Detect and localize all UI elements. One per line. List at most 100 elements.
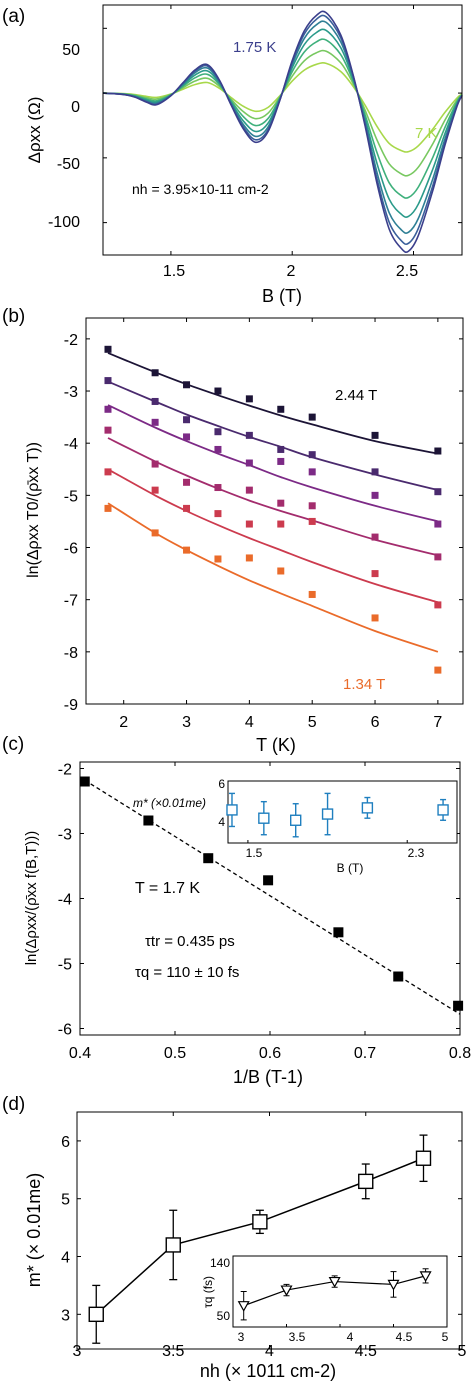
b-point [214, 510, 222, 518]
d-inset-ytick-140: 140 [210, 1256, 230, 1270]
b-point [277, 520, 285, 528]
a-curve-series-2 [102, 38, 463, 199]
a-xtick-2: 2 [287, 263, 296, 280]
c-point [333, 927, 344, 938]
c-inset-point [321, 808, 334, 820]
b-point [371, 570, 379, 578]
b-point [371, 491, 379, 499]
a-label-7K: 7 K [415, 125, 438, 142]
panel-a: (a) 50 0 -50 -100 1.5 2 2.5 B (T) Δρxx (… [2, 4, 463, 306]
b-point [434, 553, 442, 561]
c-ytick-label: -4 [58, 892, 72, 909]
b-ytick-label: -8 [64, 645, 78, 662]
c-inset-data [226, 792, 449, 843]
c-point [143, 815, 154, 826]
d-inset-point [237, 1301, 250, 1312]
c-inset-xtick-2.3: 2.3 [408, 846, 425, 860]
d-inset-data [232, 1268, 448, 1327]
b-point [308, 590, 316, 598]
b-point [245, 520, 253, 528]
b-point [245, 554, 253, 562]
panel-d-data [88, 1134, 432, 1344]
b-point [245, 431, 253, 439]
b-ylabel: ln(Δρxx T0/(ρ̄xx T)) [25, 442, 42, 578]
panel-b: (b) -2 -3 -4 -5 -6 -7 -8 -9 2 3 4 5 6 7 T (K) ln(Δρx… [2, 306, 464, 755]
b-xtick-label: 2 [119, 714, 128, 731]
a-ytick-m100: -100 [48, 214, 80, 231]
a-density-label: nh = 3.95×10-11 cm-2 [132, 181, 269, 197]
b-point [183, 416, 191, 424]
b-label-2.44T: 2.44 T [335, 387, 377, 404]
d-inset-xtick-4: 4 [347, 1330, 354, 1344]
b-point [434, 666, 442, 674]
d-point [252, 1214, 268, 1230]
b-fit-line-4 [107, 468, 439, 604]
b-label-1.34T: 1.34 T [343, 676, 385, 693]
b-point [371, 431, 379, 439]
panel-a-ticks [103, 5, 462, 255]
b-point [104, 377, 112, 385]
d-ytick-label: 4 [61, 1250, 70, 1267]
b-ytick-label: -3 [64, 384, 78, 401]
d-inset-xtick-4.5: 4.5 [396, 1330, 413, 1344]
b-fit-line-5 [107, 502, 439, 653]
b-point [245, 486, 253, 494]
d-point [415, 1150, 432, 1166]
c-xtick-label: 0.6 [259, 1045, 281, 1062]
c-inset-frame [227, 780, 458, 844]
d-xtick-label: 3.5 [162, 1343, 184, 1360]
c-tau-tr-label: τtr = 0.435 ps [145, 933, 235, 950]
panel-b-ticks [86, 318, 463, 705]
panel-d-ticks [76, 1112, 463, 1349]
panel-b-frame [85, 317, 464, 705]
b-point [308, 451, 316, 459]
c-point [263, 875, 274, 886]
c-inset-ytick-6: 6 [218, 777, 225, 791]
a-curve-series-1 [102, 49, 463, 177]
panel-c-data [79, 776, 464, 1015]
a-ytick-m50: -50 [57, 156, 80, 173]
c-ytick-label: -5 [58, 957, 72, 974]
b-point [277, 405, 285, 413]
b-point [151, 529, 159, 537]
b-xtick-label: 5 [308, 714, 317, 731]
d-point [88, 1306, 104, 1323]
a-ytick-0: 0 [71, 99, 80, 116]
d-xtick-label: 3 [73, 1343, 82, 1360]
b-ytick-label: -7 [64, 593, 78, 610]
panel-c-inset: m* (×0.01me) 6 4 1.5 2.3 B (T) [133, 777, 458, 875]
b-point [277, 567, 285, 575]
panel-c-xticklabels: 0.4 0.5 0.6 0.7 0.8 [69, 1045, 471, 1062]
d-ylabel: m* (× 0.01me) [24, 1173, 44, 1288]
b-fit-line-3 [107, 437, 439, 557]
panel-d-inset: τq (fs) 140 50 3 3.5 4 4.5 5 [201, 1255, 449, 1344]
d-xtick-label: 4 [265, 1343, 274, 1360]
b-xtick-label: 3 [182, 714, 191, 731]
a-ytick-50: 50 [62, 42, 80, 59]
b-ytick-label: -6 [64, 541, 78, 558]
c-temperature-label: T = 1.7 K [135, 880, 200, 897]
b-point [434, 520, 442, 528]
d-inset-xtick-3: 3 [238, 1330, 245, 1344]
d-point [165, 1237, 181, 1253]
panel-b-xticklabels: 2 3 4 5 6 7 [119, 714, 442, 731]
c-point [453, 1000, 464, 1011]
b-ytick-label: -5 [64, 488, 78, 505]
c-inset-xlabel: B (T) [337, 861, 364, 875]
b-fit-line-0 [107, 352, 439, 455]
b-point [434, 601, 442, 609]
a-ylabel: Δρxx (Ω) [25, 97, 44, 164]
a-label-1.75K: 1.75 K [233, 39, 276, 56]
d-xlabel: nh (× 1011 cm-2) [200, 1361, 336, 1381]
d-inset-point [419, 1271, 432, 1283]
panel-c-yticklabels: -2 -3 -4 -5 -6 [58, 762, 72, 1039]
panel-d-xticklabels: 3 3.5 4 4.5 5 [73, 1343, 467, 1360]
b-point [183, 381, 191, 389]
d-ytick-label: 6 [61, 1134, 70, 1151]
d-ytick-label: 5 [61, 1192, 70, 1209]
c-inset-point [258, 812, 270, 824]
b-ytick-label: -2 [64, 332, 78, 349]
panel-a-label: (a) [2, 6, 25, 27]
c-tau-q-label: τq = 110 ± 10 fs [135, 964, 239, 981]
